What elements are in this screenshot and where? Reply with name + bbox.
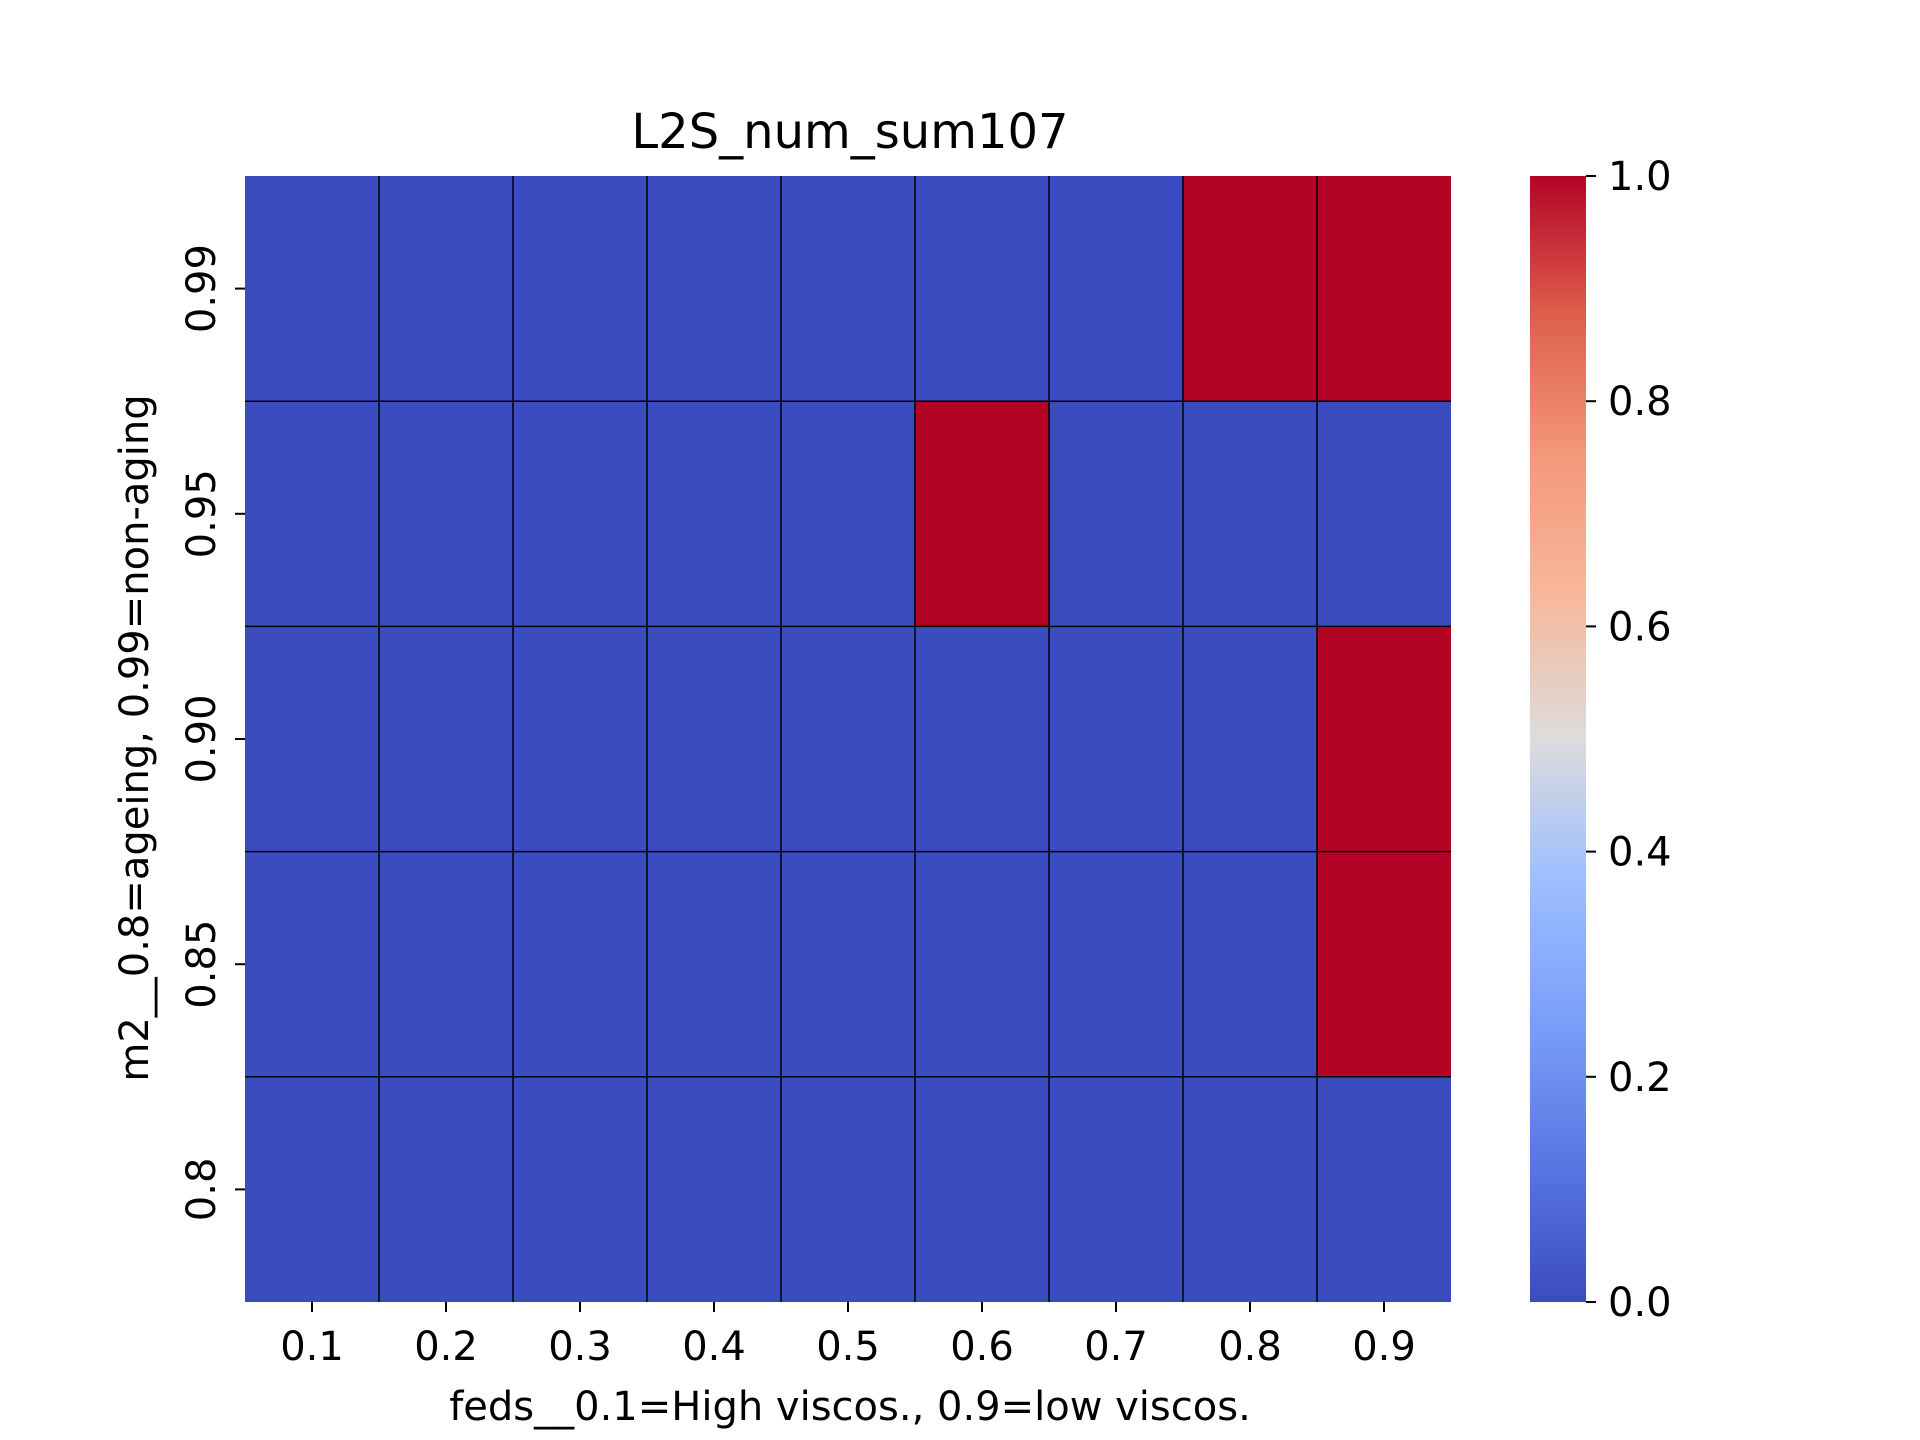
heatmap-cell [245,1076,379,1302]
heatmap-cell [513,176,647,402]
x-tick-label: 0.5 [816,1324,880,1370]
heatmap-cell [379,626,513,852]
heatmap-cell [1183,1076,1317,1302]
heatmap-cell [513,851,647,1077]
x-tick-label: 0.6 [950,1324,1014,1370]
x-axis-ticks: 0.1 0.2 0.3 0.4 0.5 0.6 0.7 0.8 0.9 [280,1302,1416,1370]
chart-title: L2S_num_sum107 [631,104,1068,160]
heatmap-cell [781,626,915,852]
heatmap-cell [1049,626,1183,852]
heatmap-cell [781,851,915,1077]
heatmap-cell [379,851,513,1077]
heatmap-cell [1049,176,1183,402]
heatmap-gridlines [245,176,1451,1302]
heatmap-cell [513,1076,647,1302]
colorbar-ticks: 0.0 0.2 0.4 0.6 0.8 1.0 [1586,154,1672,1326]
x-tick-label: 0.7 [1084,1324,1148,1370]
heatmap-cell [1049,851,1183,1077]
heatmap-cell [647,626,781,852]
colorbar-tick-label: 0.6 [1608,604,1672,650]
colorbar-tick-label: 1.0 [1608,154,1672,200]
heatmap-cell [245,176,379,402]
heatmap-cell [781,176,915,402]
heatmap-cell [781,401,915,627]
heatmap-cell [245,851,379,1077]
heatmap-cell [915,1076,1049,1302]
heatmap-cell [1183,626,1317,852]
heatmap-cell [513,626,647,852]
colorbar [1530,176,1586,1302]
heatmap-cell [647,1076,781,1302]
heatmap-cell [379,401,513,627]
y-tick-label: 0.95 [179,469,225,558]
y-tick-label: 0.99 [179,244,225,333]
heatmap-cell [1183,851,1317,1077]
x-tick-label: 0.2 [414,1324,478,1370]
heatmap-cell [915,176,1049,402]
heatmap-cell [1317,176,1451,402]
heatmap-cell [513,401,647,627]
x-axis-label: feds__0.1=High viscos., 0.9=low viscos. [449,1384,1251,1430]
heatmap-cell [781,1076,915,1302]
y-axis-label: m2__0.8=ageing, 0.99=non-aging [112,394,158,1081]
heatmap-cell [915,851,1049,1077]
x-tick-label: 0.9 [1352,1324,1416,1370]
x-tick-label: 0.3 [548,1324,612,1370]
heatmap-cell [1317,626,1451,852]
heatmap-cell [245,401,379,627]
heatmap-cell [1049,401,1183,627]
x-tick-label: 0.8 [1218,1324,1282,1370]
heatmap-cell [915,626,1049,852]
heatmap-cell [915,401,1049,627]
y-tick-label: 0.85 [179,920,225,1009]
heatmap-cell [647,401,781,627]
heatmap-cell [647,851,781,1077]
colorbar-tick-label: 0.4 [1608,830,1672,876]
heatmap-cell [245,626,379,852]
x-tick-label: 0.4 [682,1324,746,1370]
y-tick-label: 0.8 [179,1158,225,1222]
y-axis-ticks: 0.99 0.95 0.90 0.85 0.8 [179,244,245,1221]
colorbar-tick-label: 0.2 [1608,1055,1672,1101]
heatmap-cell [1183,176,1317,402]
y-tick-label: 0.90 [179,694,225,783]
colorbar-tick-label: 0.8 [1608,379,1672,425]
heatmap-cell [1183,401,1317,627]
heatmap-cell [647,176,781,402]
heatmap-cells [245,176,1451,1302]
heatmap-cell [1049,1076,1183,1302]
colorbar-tick-label: 0.0 [1608,1280,1672,1326]
heatmap-cell [379,176,513,402]
heatmap-cell [379,1076,513,1302]
x-tick-label: 0.1 [280,1324,344,1370]
heatmap-cell [1317,1076,1451,1302]
heatmap-cell [1317,851,1451,1077]
heatmap-cell [1317,401,1451,627]
